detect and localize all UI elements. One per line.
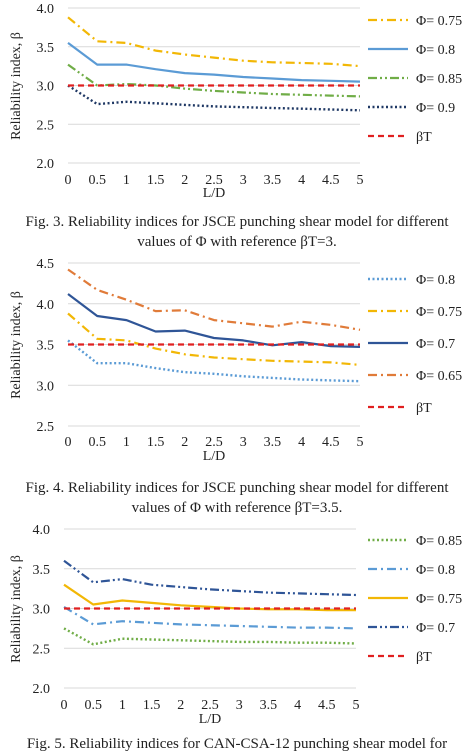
legend-label: Φ= 0.7 <box>416 621 455 636</box>
x-tick-label: 2 <box>177 698 184 713</box>
x-tick-label: 0.5 <box>88 435 106 450</box>
y-tick-label: 2.5 <box>37 420 55 435</box>
legend-label: βT <box>416 401 432 416</box>
series-line <box>67 312 361 366</box>
x-tick-label: 2.5 <box>205 435 223 450</box>
x-tick-label: 1.5 <box>147 435 165 450</box>
caption-fig4-line1: Fig. 4. Reliability indices for JSCE pun… <box>25 480 449 496</box>
x-tick-label: 5 <box>357 435 364 450</box>
y-tick-label: 3.0 <box>37 379 55 394</box>
x-tick-label: 3 <box>240 435 247 450</box>
series-line <box>67 63 361 98</box>
y-axis-label: Reliability index, β <box>9 32 24 140</box>
y-tick-label: 2.0 <box>33 682 51 697</box>
legend-label: Φ= 0.8 <box>416 43 455 58</box>
x-tick-label: 4 <box>298 435 305 450</box>
x-axis-label: L/D <box>203 449 226 464</box>
chart-fig5: 2.0 2.5 3.0 3.5 4.0 0 0.5 1 1.5 2 2.5 3 3.5 4 4.5 5 L/D R… <box>9 523 462 727</box>
y-tick-label: 4.0 <box>37 2 55 17</box>
y-tick-label: 2.5 <box>33 642 51 657</box>
x-tick-label: 1 <box>119 698 126 713</box>
y-tick-label: 2.0 <box>37 157 55 172</box>
y-axis-label: Reliability index, β <box>9 555 24 663</box>
legend-label: Φ= 0.7 <box>416 337 455 352</box>
y-tick-label: 3.0 <box>33 603 51 618</box>
x-tick-label: 1 <box>123 173 130 188</box>
x-tick-label: 4.5 <box>322 173 340 188</box>
x-tick-label: 3.5 <box>264 435 282 450</box>
x-tick-label: 3 <box>240 173 247 188</box>
x-axis-label: L/D <box>203 186 226 200</box>
y-tick-label: 4.5 <box>37 257 55 272</box>
x-tick-label: 4.5 <box>322 435 340 450</box>
y-tick-label: 4.0 <box>33 523 51 538</box>
legend-label: Φ= 0.65 <box>416 369 462 384</box>
series-line <box>67 42 361 83</box>
caption-fig3: Fig. 3. Reliability indices for JSCE pun… <box>0 212 474 252</box>
series-line <box>67 339 361 383</box>
x-tick-label: 2.5 <box>201 698 219 713</box>
x-tick-label: 5 <box>353 698 360 713</box>
caption-fig4: Fig. 4. Reliability indices for JSCE pun… <box>0 478 474 518</box>
legend-label: Φ= 0.75 <box>416 14 462 29</box>
x-tick-label: 0 <box>61 698 68 713</box>
legend-label: Φ= 0.85 <box>416 72 462 87</box>
x-tick-label: 1.5 <box>147 173 165 188</box>
x-tick-label: 2 <box>181 435 188 450</box>
x-axis-label: L/D <box>199 712 222 727</box>
series-line <box>67 16 361 68</box>
caption-fig3-line1: Fig. 3. Reliability indices for JSCE pun… <box>25 214 449 230</box>
y-tick-label: 3.0 <box>37 80 55 95</box>
x-tick-label: 5 <box>357 173 364 188</box>
caption-fig5-line1: Fig. 5. Reliability indices for CAN-CSA-… <box>26 736 448 752</box>
caption-fig5: Fig. 5. Reliability indices for CAN-CSA-… <box>0 734 474 754</box>
y-tick-label: 2.5 <box>37 118 55 133</box>
chart-fig4: 2.5 3.0 3.5 4.0 4.5 0 0.5 1 1.5 2 2.5 3 3.5 4 4.5 5 L/D R… <box>9 257 462 464</box>
series-line <box>63 627 357 646</box>
legend-label: βT <box>416 130 432 145</box>
x-tick-label: 3.5 <box>264 173 282 188</box>
x-tick-label: 0.5 <box>84 698 102 713</box>
x-tick-label: 4 <box>294 698 301 713</box>
chart-fig3: 2.0 2.5 3.0 3.5 4.0 0 0.5 1 1.5 2 2.5 3 3.5 4 4.5 5 L/D R… <box>9 2 462 200</box>
x-tick-label: 4 <box>298 173 305 188</box>
series-line <box>63 605 357 630</box>
legend-label: Φ= 0.8 <box>416 273 455 288</box>
y-tick-label: 3.5 <box>33 563 51 578</box>
legend-label: Φ= 0.9 <box>416 101 455 116</box>
caption-fig4-line2: values of Φ with reference βT=3.5. <box>131 500 343 516</box>
legend-label: Φ= 0.75 <box>416 592 462 607</box>
series-line <box>67 268 361 331</box>
x-tick-label: 0.5 <box>88 173 106 188</box>
y-axis-label: Reliability index, β <box>9 291 24 399</box>
legend-label: βT <box>416 650 432 665</box>
x-tick-label: 3 <box>236 698 243 713</box>
legend-label: Φ= 0.85 <box>416 534 462 549</box>
y-tick-label: 3.5 <box>37 339 55 354</box>
legend-label: Φ= 0.75 <box>416 305 462 320</box>
series-line <box>63 559 357 597</box>
caption-fig3-line2: values of Φ with reference βT=3. <box>137 234 337 250</box>
y-tick-label: 3.5 <box>37 41 55 56</box>
series-line <box>63 583 356 612</box>
x-tick-label: 1.5 <box>143 698 161 713</box>
x-tick-label: 0 <box>65 435 72 450</box>
y-tick-label: 4.0 <box>37 298 55 313</box>
x-tick-label: 2 <box>181 173 188 188</box>
x-tick-label: 2.5 <box>205 173 223 188</box>
series-line <box>67 84 361 112</box>
x-tick-label: 1 <box>123 435 130 450</box>
x-tick-label: 4.5 <box>318 698 336 713</box>
legend-label: Φ= 0.8 <box>416 563 455 578</box>
x-tick-label: 3.5 <box>260 698 278 713</box>
x-tick-label: 0 <box>65 173 72 188</box>
